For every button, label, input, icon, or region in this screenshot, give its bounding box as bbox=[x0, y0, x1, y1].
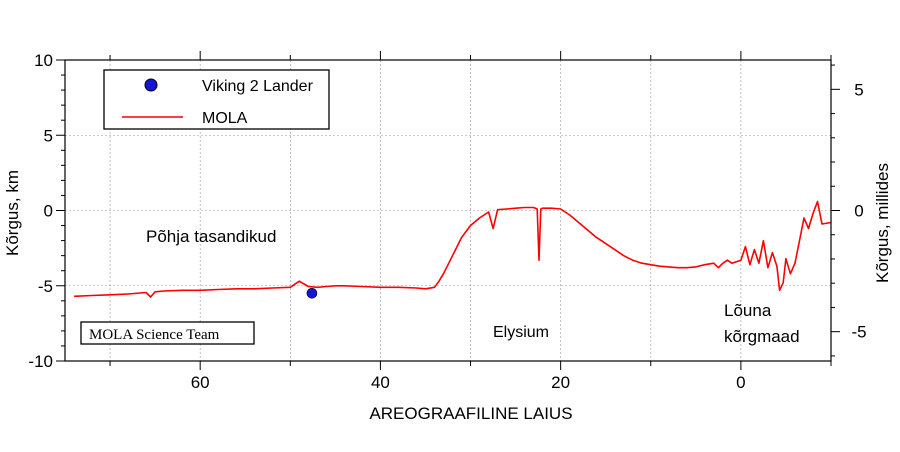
x-tick-label: 40 bbox=[371, 373, 390, 392]
y-right-tick-label: 0 bbox=[854, 202, 863, 221]
y-axis-title-right: Kõrgus, millides bbox=[873, 163, 892, 283]
series-line-mola bbox=[73, 200, 832, 298]
legend: Viking 2 Lander MOLA bbox=[103, 69, 330, 130]
tick-labels: 60 40 20 0 -10 -5 0 5 10 -5 0 5 bbox=[28, 51, 866, 392]
data-point-viking-lander bbox=[306, 287, 318, 299]
ticks bbox=[56, 51, 840, 370]
y-right-tick-label: -5 bbox=[851, 323, 866, 342]
legend-box bbox=[103, 69, 330, 130]
annotation-southern-highlands-line1: Lõuna bbox=[724, 301, 772, 320]
y-right-tick-label: 5 bbox=[854, 80, 863, 99]
legend-marker-viking-lander bbox=[144, 78, 158, 92]
annotations: Põhja tasandikud Elysium Lõuna kõrgmaad bbox=[146, 227, 800, 346]
annotation-southern-highlands-line2: kõrgmaad bbox=[724, 327, 800, 346]
series-layer bbox=[73, 200, 832, 299]
y-tick-label: 0 bbox=[44, 202, 53, 221]
credit-box-frame bbox=[80, 321, 255, 345]
credit-text: MOLA Science Team bbox=[89, 327, 220, 343]
y-tick-label: -10 bbox=[28, 352, 53, 371]
legend-label-viking-lander: Viking 2 Lander bbox=[202, 78, 314, 95]
annotation-northern-plains: Põhja tasandikud bbox=[146, 227, 276, 246]
credit-box: MOLA Science Team bbox=[80, 321, 255, 345]
x-axis-title: AREOGRAAFILINE LAIUS bbox=[369, 404, 572, 423]
y-tick-label: -5 bbox=[38, 277, 53, 296]
x-tick-label: 0 bbox=[736, 373, 745, 392]
y-tick-label: 5 bbox=[44, 126, 53, 145]
y-tick-label: 10 bbox=[34, 51, 53, 70]
annotation-elysium: Elysium bbox=[493, 324, 549, 341]
y-axis-title: Kõrgus, km bbox=[3, 170, 22, 256]
legend-label-mola: MOLA bbox=[202, 110, 248, 127]
x-tick-label: 60 bbox=[191, 373, 210, 392]
x-tick-label: 20 bbox=[551, 373, 570, 392]
